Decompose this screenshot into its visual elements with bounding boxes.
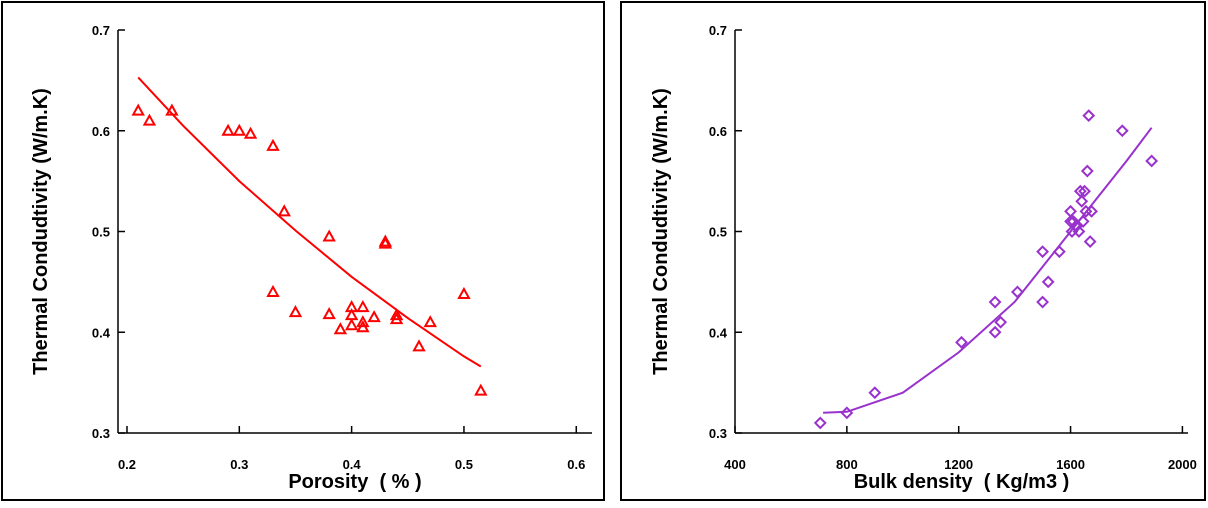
data-point [131,103,145,116]
x-tick-label: 0.2 [118,457,136,472]
x-tick-label: 0.6 [567,457,585,472]
data-point [1052,245,1066,259]
data-point [1072,225,1086,238]
data-point [277,204,291,217]
data-point [1115,124,1129,138]
data-point [389,308,404,321]
data-point [389,312,404,325]
x-tick-label: 1200 [944,457,973,472]
data-point [868,386,882,400]
data-point [1036,295,1050,309]
data-point [1064,204,1077,218]
data-point [412,339,426,352]
y-tick-label: 0.5 [709,225,727,240]
data-point [474,383,488,396]
data-point [1069,220,1083,233]
data-point [1145,154,1159,168]
data-point [1073,184,1087,198]
x-tick-label: 0.3 [230,457,248,472]
fit-line [823,127,1153,414]
data-point [955,335,968,349]
data-point [1083,235,1097,248]
y-tick-label: 0.4 [709,325,728,340]
data-point [322,229,336,242]
data-point [423,315,437,328]
data-point [1041,275,1055,289]
y-tick-label: 0.3 [709,426,727,441]
panel-border [620,1,1206,501]
data-point [356,315,370,328]
data-point [1082,109,1096,123]
panel-border [1,1,605,501]
data-point [988,295,1002,309]
data-point [367,310,381,323]
x-tick-label: 0.5 [455,457,473,472]
data-point [344,318,359,331]
fit-line [137,76,482,368]
data-point [232,123,247,136]
data-point [1085,204,1098,218]
data-point [1075,194,1089,208]
data-point [356,320,370,333]
data-point [333,322,348,335]
data-point [1076,215,1090,228]
y-tick-label: 0.7 [92,23,110,38]
data-point [813,416,827,430]
x-tick-label: 1600 [1056,457,1085,472]
x-axis-title: Porosity ( % ) [288,471,421,493]
data-point [356,300,370,313]
data-point [378,236,393,249]
data-point [840,406,854,420]
data-point [1066,215,1080,228]
y-tick-label: 0.5 [92,225,110,240]
y-tick-label: 0.7 [709,23,727,38]
data-point [322,307,336,320]
y-tick-label: 0.6 [709,124,727,139]
x-axis-title: Bulk density ( Kg/m3 ) [854,471,1070,493]
x-tick-label: 400 [724,457,746,472]
x-tick-label: 800 [836,457,858,472]
data-point [266,138,280,151]
y-tick-label: 0.6 [92,124,110,139]
x-tick-label: 2000 [1168,457,1197,472]
data-point [457,286,471,299]
y-axis-title: Thermal Condudtivity (W/m.K) [30,88,52,375]
data-point [288,305,303,318]
data-point [1011,285,1024,299]
x-tick-label: 0.4 [343,457,362,472]
y-tick-label: 0.4 [92,325,111,340]
data-point [1080,164,1094,178]
data-point [243,126,258,139]
data-point [221,123,235,136]
data-point [142,113,157,126]
y-tick-label: 0.3 [92,426,110,441]
data-point [165,103,179,116]
data-point [266,284,280,297]
data-point [1078,184,1091,198]
data-point [988,325,1002,339]
data-point [1036,245,1050,259]
data-point [994,315,1008,329]
y-axis-title: Thermal Condudtivity (W/m.K) [650,88,672,375]
